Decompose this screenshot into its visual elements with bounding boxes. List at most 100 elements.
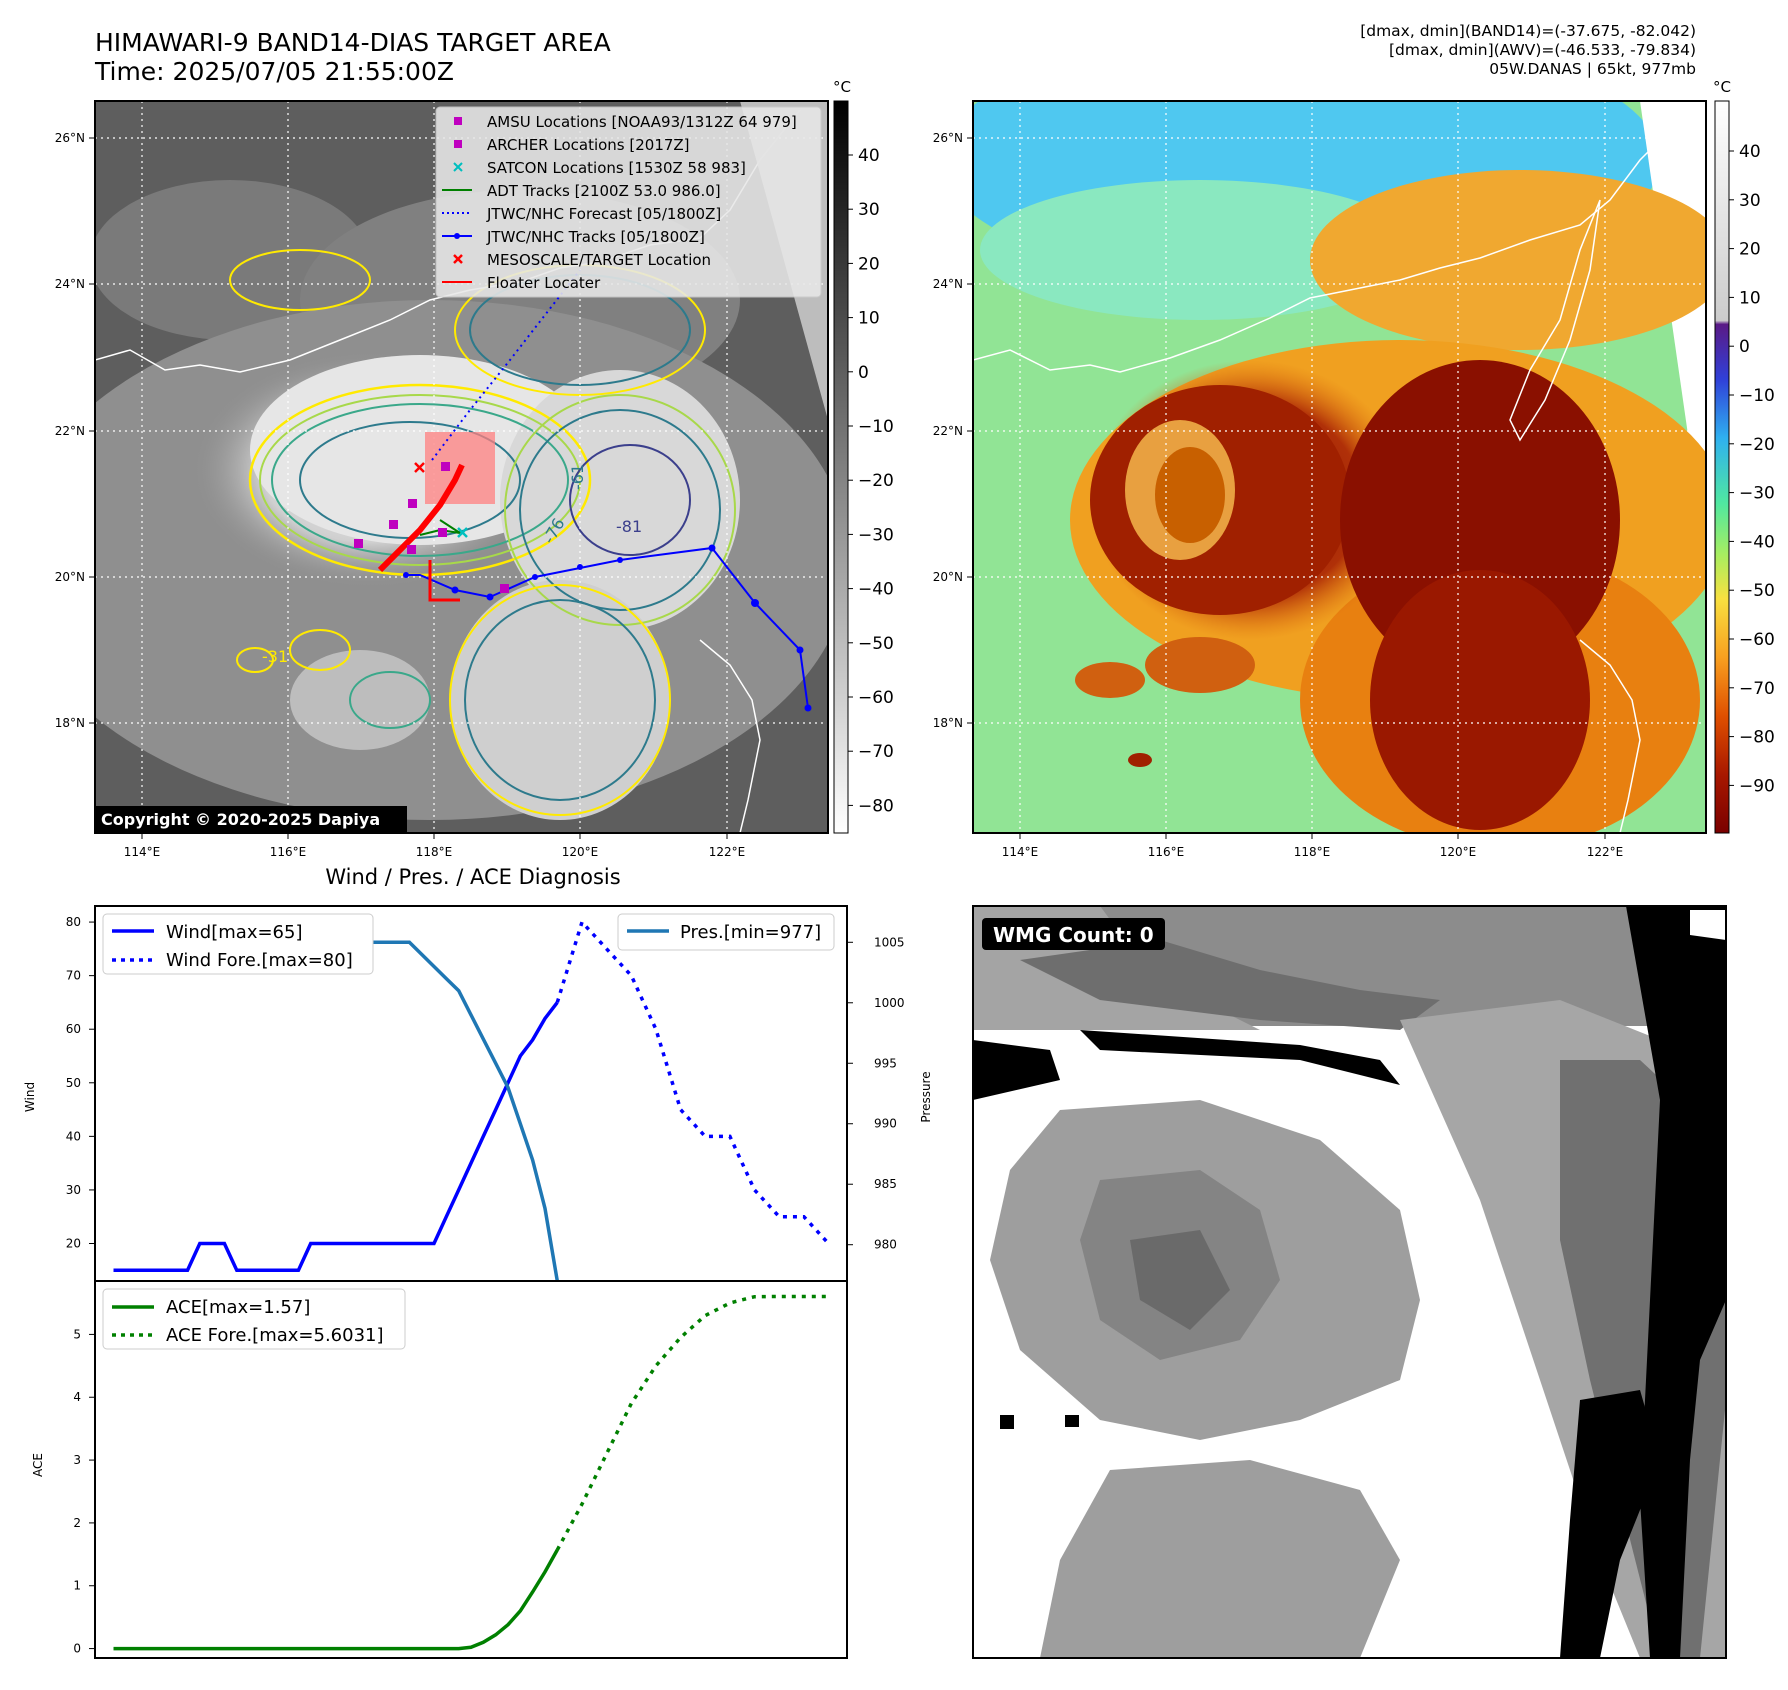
wind-legend: Wind[max=65] Wind Fore.[max=80] bbox=[102, 913, 374, 975]
y-tick-label: 50 bbox=[66, 1076, 81, 1090]
y2-tick-label: 995 bbox=[874, 1056, 897, 1070]
left-map-frame bbox=[94, 100, 829, 834]
legend-adt: ADT Tracks [2100Z 53.0 986.0] bbox=[487, 182, 721, 200]
colorbar-tick-label: 0 bbox=[858, 363, 869, 383]
y2-tick-label: 980 bbox=[874, 1238, 897, 1252]
ace-axis-label: ACE bbox=[31, 1453, 45, 1477]
lon-tick-label: 116°E bbox=[270, 845, 307, 859]
lat-tick-label: 18°N bbox=[933, 716, 963, 730]
wmg-count-label: WMG Count: 0 bbox=[993, 923, 1154, 947]
y-tick-label: 20 bbox=[66, 1237, 81, 1251]
colorbar-tick-label: −30 bbox=[858, 525, 894, 545]
legend-archer: ARCHER Locations [2017Z] bbox=[487, 136, 690, 154]
colorbar-tick-label: 30 bbox=[1739, 191, 1761, 211]
y-tick-label: 70 bbox=[66, 969, 81, 983]
colorbar-tick-label: −90 bbox=[1739, 776, 1775, 796]
water-vapor-imagery bbox=[973, 101, 1706, 833]
left-colorbar-unit: °C bbox=[833, 78, 851, 96]
legend-pressure: Pres.[min=977] bbox=[680, 922, 821, 943]
colorbar-tick-label: −40 bbox=[858, 580, 894, 600]
figure-title: HIMAWARI-9 BAND14-DIAS TARGET AREA bbox=[95, 28, 611, 57]
info-block: [dmax, dmin](BAND14)=(-37.675, -82.042) … bbox=[1360, 22, 1696, 79]
colorbar-tick-label: −70 bbox=[1739, 679, 1775, 699]
contour-label: -81 bbox=[616, 517, 642, 536]
y-tick-label: 5 bbox=[73, 1327, 81, 1341]
colorbar-tick-label: 40 bbox=[858, 146, 880, 166]
colorbar-tick-label: −80 bbox=[858, 796, 894, 816]
colorbar-tick-label: −20 bbox=[858, 471, 894, 491]
y-tick-label: 40 bbox=[66, 1129, 81, 1143]
left-colorbar bbox=[833, 100, 849, 834]
colorbar-tick-label: −80 bbox=[1739, 728, 1775, 748]
y-tick-label: 2 bbox=[73, 1516, 81, 1530]
colorbar-tick-label: −50 bbox=[1739, 581, 1775, 601]
y2-tick-label: 1005 bbox=[874, 935, 905, 949]
wind-axis-label: Wind bbox=[23, 1082, 37, 1112]
wmg-count-box bbox=[982, 918, 1165, 950]
lat-tick-label: 26°N bbox=[55, 131, 85, 145]
y-tick-label: 80 bbox=[66, 915, 81, 929]
colorbar-tick-label: 10 bbox=[1739, 288, 1761, 308]
y-tick-label: 0 bbox=[73, 1642, 81, 1656]
legend-amsu: AMSU Locations [NOAA93/1312Z 64 979] bbox=[487, 113, 797, 131]
left-colorbar-ticks: 40 30 20 10 0 −10 −20 −30 −40 −50 −60 −70 −80 bbox=[848, 146, 894, 816]
lat-tick-label: 22°N bbox=[933, 424, 963, 438]
ace-legend: ACE[max=1.57] ACE Fore.[max=5.6031] bbox=[102, 1288, 406, 1350]
lat-tick-label: 18°N bbox=[55, 716, 85, 730]
lat-tick-label: 20°N bbox=[933, 570, 963, 584]
lon-tick-label: 118°E bbox=[1294, 845, 1331, 859]
lat-tick-label: 22°N bbox=[55, 424, 85, 438]
wmg-frame bbox=[972, 905, 1727, 1659]
y-tick-label: 3 bbox=[73, 1453, 81, 1467]
legend-jtwc-forecast: JTWC/NHC Forecast [05/1800Z] bbox=[486, 205, 721, 223]
legend-wind-forecast: Wind Fore.[max=80] bbox=[166, 950, 353, 971]
right-colorbar-unit: °C bbox=[1713, 78, 1731, 96]
colorbar-tick-label: −10 bbox=[1739, 386, 1775, 406]
lat-tick-label: 20°N bbox=[55, 570, 85, 584]
y2-tick-label: 990 bbox=[874, 1117, 897, 1131]
lon-tick-label: 114°E bbox=[124, 845, 161, 859]
right-map-frame bbox=[972, 100, 1707, 834]
lon-tick-label: 114°E bbox=[1002, 845, 1039, 859]
colorbar-tick-label: −70 bbox=[858, 742, 894, 762]
lat-tick-label: 24°N bbox=[55, 277, 85, 291]
series-line bbox=[555, 1294, 829, 1551]
figure-time: Time: 2025/07/05 21:55:00Z bbox=[95, 57, 454, 86]
ir-imagery: -31 -76 -81 -61 bbox=[95, 101, 828, 833]
series-line bbox=[555, 918, 830, 1245]
series-line bbox=[113, 1001, 559, 1273]
colorbar-tick-label: −30 bbox=[1739, 484, 1775, 504]
diagnosis-title: Wind / Pres. / ACE Diagnosis bbox=[325, 865, 620, 889]
legend-satcon: SATCON Locations [1530Z 58 983] bbox=[487, 159, 746, 177]
info-storm: 05W.DANAS | 65kt, 977mb bbox=[1489, 60, 1696, 78]
colorbar-tick-label: −50 bbox=[858, 634, 894, 654]
colorbar-tick-label: −40 bbox=[1739, 532, 1775, 552]
y-tick-label: 4 bbox=[73, 1390, 81, 1404]
contour-label: -31 bbox=[262, 647, 288, 666]
legend-jtwc-tracks: JTWC/NHC Tracks [05/1800Z] bbox=[486, 228, 705, 246]
colorbar-tick-label: 30 bbox=[858, 200, 880, 220]
colorbar-tick-label: −20 bbox=[1739, 435, 1775, 455]
wmg-imagery bbox=[973, 906, 1726, 1658]
legend-ace: ACE[max=1.57] bbox=[166, 1297, 310, 1318]
y2-tick-label: 985 bbox=[874, 1177, 897, 1191]
y-tick-label: 1 bbox=[73, 1579, 81, 1593]
colorbar-tick-label: 0 bbox=[1739, 337, 1750, 357]
right-colorbar-ticks: 40 30 20 10 0 −10 −20 −30 −40 −50 −60 −70 −80 −90 bbox=[1729, 142, 1775, 796]
y-tick-label: 60 bbox=[66, 1022, 81, 1036]
colorbar-tick-label: 20 bbox=[1739, 240, 1761, 260]
colorbar-tick-label: 10 bbox=[858, 309, 880, 329]
lat-tick-label: 26°N bbox=[933, 131, 963, 145]
lon-tick-label: 116°E bbox=[1148, 845, 1185, 859]
info-awv: [dmax, dmin](AWV)=(-46.533, -79.834) bbox=[1389, 41, 1696, 59]
map-legend: AMSU Locations [NOAA93/1312Z 64 979] ARC… bbox=[435, 106, 822, 298]
info-band14: [dmax, dmin](BAND14)=(-37.675, -82.042) bbox=[1360, 22, 1696, 40]
ace-plot: 0 1 2 3 4 5 bbox=[73, 1294, 829, 1656]
lon-tick-label: 122°E bbox=[1587, 845, 1624, 859]
copyright-text: Copyright © 2020-2025 Dapiya bbox=[101, 810, 380, 829]
contour-label: -61 bbox=[568, 464, 587, 490]
colorbar-tick-label: 40 bbox=[1739, 142, 1761, 162]
ace-panel-frame bbox=[94, 1280, 848, 1659]
lat-tick-label: 24°N bbox=[933, 277, 963, 291]
